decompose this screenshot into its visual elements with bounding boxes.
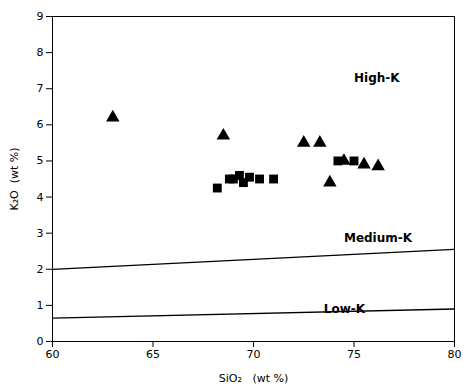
svg-text:75: 75 bbox=[347, 348, 361, 361]
svg-text:0: 0 bbox=[37, 335, 44, 348]
svg-text:2: 2 bbox=[37, 263, 44, 276]
svg-text:4: 4 bbox=[37, 191, 44, 204]
svg-text:1: 1 bbox=[37, 299, 44, 312]
svg-text:8: 8 bbox=[37, 46, 44, 59]
svg-text:65: 65 bbox=[146, 348, 160, 361]
svg-text:Low-K: Low-K bbox=[324, 302, 366, 316]
svg-text:70: 70 bbox=[247, 348, 261, 361]
svg-text:9: 9 bbox=[37, 10, 44, 23]
svg-text:High-K: High-K bbox=[354, 71, 400, 85]
svg-text:K₂O (wt %): K₂O (wt %) bbox=[8, 147, 21, 210]
svg-text:60: 60 bbox=[46, 348, 60, 361]
svg-text:5: 5 bbox=[37, 154, 44, 167]
svg-text:7: 7 bbox=[37, 82, 44, 95]
svg-text:6: 6 bbox=[37, 118, 44, 131]
svg-text:80: 80 bbox=[448, 348, 462, 361]
svg-text:3: 3 bbox=[37, 227, 44, 240]
svg-text:Medium-K: Medium-K bbox=[344, 231, 413, 245]
svg-text:SiO₂ (wt %): SiO₂ (wt %) bbox=[219, 372, 288, 385]
